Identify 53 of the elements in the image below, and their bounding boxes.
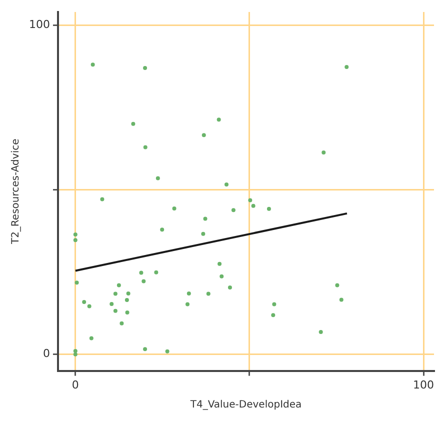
point	[113, 292, 118, 296]
point	[126, 291, 130, 296]
point	[73, 352, 78, 356]
point	[154, 270, 158, 274]
point	[73, 238, 78, 242]
point	[116, 283, 121, 288]
point	[335, 283, 340, 288]
point	[216, 118, 221, 122]
point	[186, 291, 191, 296]
point	[142, 279, 146, 284]
point	[131, 122, 136, 126]
point	[172, 206, 176, 211]
point	[143, 347, 148, 352]
point	[248, 198, 252, 202]
point	[113, 308, 118, 313]
point	[220, 274, 224, 278]
point	[339, 298, 344, 302]
point	[228, 286, 232, 290]
point	[124, 298, 129, 302]
point	[218, 262, 222, 266]
point	[202, 133, 206, 138]
y-axis-title: T2_Resources-Advice	[10, 138, 22, 246]
point	[90, 62, 95, 67]
point	[272, 302, 276, 306]
point	[201, 232, 206, 236]
x-axis-title: T4_Value-DevelopIdea	[189, 400, 302, 411]
point	[322, 150, 326, 155]
point	[100, 197, 104, 202]
point	[139, 270, 144, 275]
point	[206, 292, 210, 296]
point	[165, 349, 170, 354]
point	[251, 204, 256, 208]
point	[74, 280, 79, 285]
point	[224, 182, 228, 186]
point	[266, 206, 271, 211]
point	[160, 228, 164, 232]
point	[73, 232, 78, 237]
point	[186, 302, 190, 306]
point	[271, 313, 276, 318]
point	[344, 64, 349, 69]
point	[125, 310, 130, 315]
point	[87, 304, 92, 308]
point	[143, 66, 148, 70]
point	[231, 208, 236, 212]
point	[143, 145, 148, 150]
point	[156, 176, 160, 180]
point	[120, 321, 124, 326]
point	[318, 330, 323, 334]
point	[82, 300, 86, 304]
point	[89, 336, 94, 340]
point	[110, 302, 114, 306]
point	[73, 349, 78, 354]
point	[203, 216, 208, 221]
